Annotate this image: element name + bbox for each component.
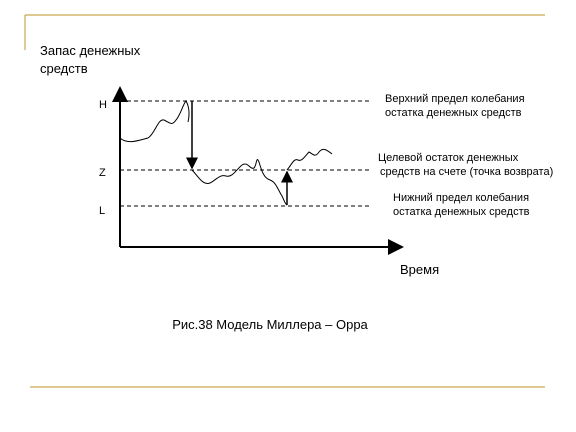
levels (120, 100, 372, 207)
level-description: Нижний предел колебания (393, 192, 529, 204)
x-axis-label: Время (400, 262, 439, 277)
level-label: H (99, 99, 107, 111)
level-label: L (99, 205, 105, 217)
cash-path (119, 100, 333, 206)
arrows (186, 101, 293, 205)
level-description: остатка денежных средств (385, 107, 522, 119)
y-axis-label: Запас денежных (40, 43, 141, 58)
level-description: остатка денежных средств (393, 206, 530, 218)
level-description: средств на счете (точка возврата) (380, 166, 553, 178)
y-axis-label: средств (40, 61, 88, 76)
caption: Рис.38 Модель Миллера – Орра (172, 317, 368, 332)
level-label: Z (99, 167, 106, 179)
level-description: Верхний предел колебания (385, 93, 525, 105)
decor (24, 14, 545, 388)
level-description: Целевой остаток денежных (378, 152, 519, 164)
axes (112, 86, 404, 255)
